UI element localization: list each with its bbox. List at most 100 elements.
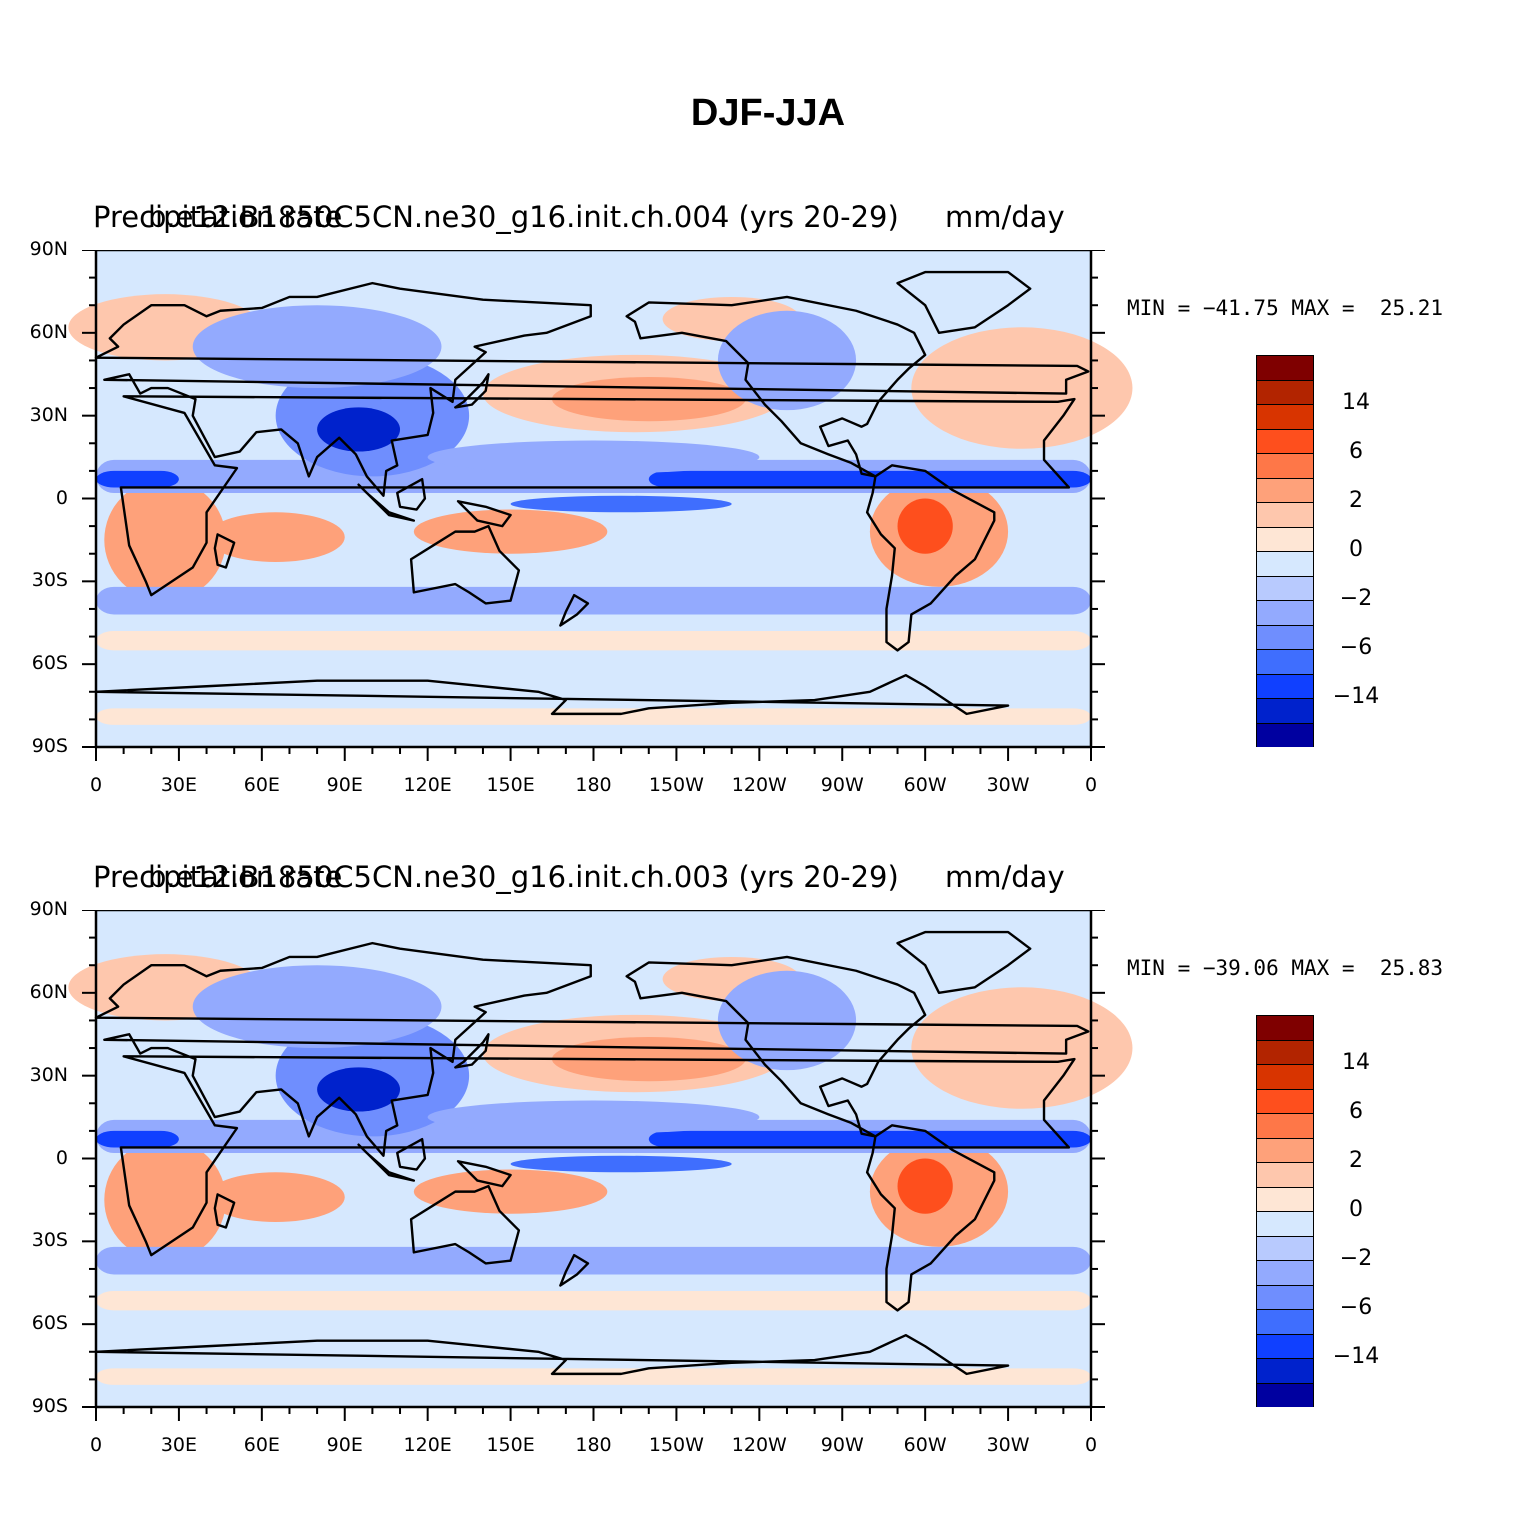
min-max-readout: MIN = −41.75 MAX = 25.21 [1127, 296, 1444, 320]
lat-tick-label: 30N [29, 403, 68, 426]
coastline [865, 1124, 996, 1312]
field-so-band [96, 1291, 1091, 1311]
colorbar-label: 14 [1342, 1050, 1370, 1075]
precip-fields [68, 294, 1133, 725]
lon-tick-label: 60E [243, 774, 280, 796]
lat-tick-label: 90S [31, 1395, 68, 1417]
field-namerica-negative [717, 970, 857, 1071]
coastline [213, 533, 236, 569]
coastline [896, 270, 1032, 335]
field-african-itcz [96, 1130, 179, 1148]
field-itcz-core [648, 1130, 1091, 1148]
coastline [396, 477, 427, 511]
colorbar-swatch [1256, 1162, 1314, 1187]
colorbar-swatch [1256, 1088, 1314, 1113]
lon-tick-label: 90W [820, 1434, 864, 1456]
lat-tick-label: 30S [31, 1229, 68, 1252]
field-nwpac-negative [427, 1100, 760, 1134]
colorbar-swatch [1256, 502, 1314, 527]
colorbar-swatch [1256, 453, 1314, 478]
lon-tick-label: 120E [403, 1434, 452, 1456]
colorbar-swatch [1256, 722, 1314, 747]
colorbar-swatch [1256, 575, 1314, 600]
colorbar-swatch [1256, 1260, 1314, 1285]
lat-tick-label: 90N [29, 238, 68, 260]
lat-tick-label: 60S [31, 652, 68, 675]
lat-tick-label: 90S [31, 735, 68, 757]
colorbar-swatch [1256, 428, 1314, 453]
coastline [95, 674, 1010, 716]
colorbar-swatch [1256, 355, 1314, 380]
colorbar-swatch [1256, 673, 1314, 698]
coastline [94, 941, 1090, 1157]
colorbar-swatch [1256, 1284, 1314, 1309]
lon-tick-label: 180 [575, 1434, 612, 1456]
coastline [896, 930, 1032, 995]
colorbar-label: −2 [1339, 1246, 1373, 1271]
colorbar: 14 6 2 0 −2 −6 −14 [1256, 355, 1379, 747]
axis-ticks [82, 250, 1105, 761]
coastline [625, 295, 927, 478]
field-namerica-negative [717, 310, 857, 411]
field-siberia-negative [192, 965, 442, 1049]
colorbar-swatch [1256, 526, 1314, 551]
field-sh-midlat-negative [96, 586, 1091, 615]
coastline [95, 1334, 1010, 1376]
coastline [559, 593, 590, 627]
colorbar-label: 6 [1349, 1099, 1363, 1124]
lat-tick-label: 0 [55, 486, 68, 509]
field-spac-positive [413, 1169, 608, 1214]
field-natl-positive [911, 327, 1133, 449]
colorbar-swatch [1256, 600, 1314, 625]
panel-center-title: b.e12.B1850C5CN.ne30_g16.init.ch.004 (yr… [148, 200, 899, 234]
lon-tick-label: 30W [986, 1434, 1030, 1456]
lon-tick-label: 90E [326, 774, 363, 796]
coastline [213, 1193, 236, 1229]
field-safrica-positive [104, 479, 226, 601]
colorbar-swatch [1256, 698, 1314, 723]
coastline [357, 483, 416, 522]
coastline [409, 524, 521, 605]
panel-left-title: Precipitation rate [93, 200, 343, 234]
coastline [119, 395, 1076, 597]
coastline [119, 1055, 1076, 1257]
coastlines [94, 270, 1090, 716]
field-amazon-core [897, 498, 953, 554]
lon-tick-label: 60E [243, 1434, 280, 1456]
panel-units: mm/day [945, 860, 1065, 894]
colorbar-label: −6 [1339, 1295, 1373, 1320]
field-southern-band [96, 708, 1091, 725]
colorbar-label: 0 [1349, 537, 1363, 562]
panel-units: mm/day [945, 200, 1065, 234]
lon-tick-label: 0 [1084, 1434, 1098, 1456]
field-siberia-negative [192, 305, 442, 389]
lat-tick-label: 60S [31, 1312, 68, 1335]
min-max-readout: MIN = −39.06 MAX = 25.83 [1127, 956, 1444, 980]
precip-map [68, 910, 1133, 1421]
lat-tick-label: 30N [29, 1063, 68, 1086]
colorbar-label: 14 [1342, 390, 1370, 415]
colorbar-swatch [1256, 1358, 1314, 1383]
map-panel-bottom: Precipitation rate b.e12.B1850C5CN.ne30_… [0, 850, 1536, 1490]
field-safrica-positive [104, 1139, 226, 1261]
field-amazon-core [897, 1158, 953, 1214]
lon-tick-label: 0 [89, 1434, 103, 1456]
coastline [865, 464, 996, 652]
lon-tick-label: 120E [403, 774, 452, 796]
field-equatorial-negative [510, 1155, 732, 1173]
lon-tick-label: 30W [986, 774, 1030, 796]
colorbar-swatch [1256, 1064, 1314, 1089]
colorbar-swatch [1256, 1113, 1314, 1138]
field-sh-midlat-negative [96, 1246, 1091, 1275]
lat-tick-label: 30S [31, 569, 68, 592]
coastline [357, 1143, 416, 1182]
colorbar-swatch [1256, 379, 1314, 404]
colorbar-swatch [1256, 624, 1314, 649]
colorbar-swatch [1256, 477, 1314, 502]
coastline [409, 1184, 521, 1265]
colorbar-label: 6 [1349, 439, 1363, 464]
colorbar-label: 2 [1349, 488, 1363, 513]
field-itcz-core [648, 470, 1091, 488]
lon-tick-label: 60W [903, 1434, 947, 1456]
colorbar-swatch [1256, 1039, 1314, 1064]
